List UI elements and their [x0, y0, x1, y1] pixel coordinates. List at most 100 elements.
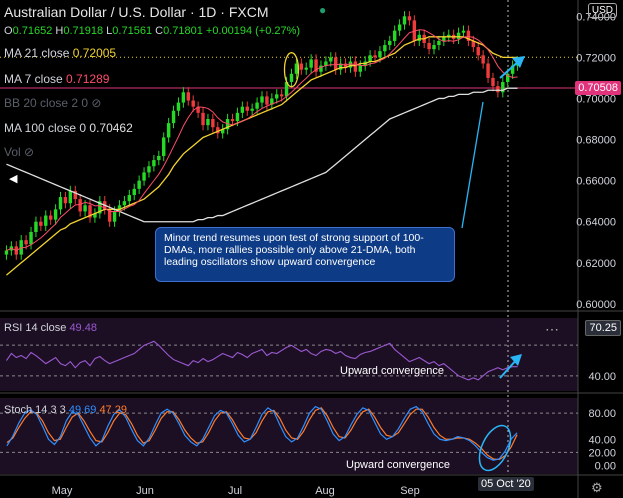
candle-body: [19, 240, 23, 255]
ma7-line: [6, 29, 518, 252]
candle-body: [432, 45, 436, 50]
rsi-line: [6, 340, 518, 381]
rsi-arrowhead: [510, 354, 522, 366]
ma100-label: MA 100 close 0: [4, 121, 87, 135]
stoch-d-line: [6, 407, 518, 461]
ma100-legend[interactable]: MA 100 close 0 0.70462: [4, 121, 133, 135]
stoch-label: Stoch 14 3 3: [4, 404, 66, 416]
candle-body: [29, 231, 33, 245]
eye-hidden-icon[interactable]: ⊘: [91, 96, 102, 110]
candle-body: [447, 34, 451, 37]
candle-body: [176, 102, 181, 111]
rsi-legend[interactable]: RSI 14 close 49.48: [4, 322, 97, 334]
stoch-d-value: 47.29: [99, 404, 127, 416]
candle-body: [88, 205, 92, 218]
analysis-note: Minor trend resumes upon test of strong …: [155, 227, 455, 282]
candle-body: [127, 195, 132, 202]
candle-body: [309, 59, 313, 68]
ma7-value: 0.71289: [66, 72, 110, 86]
stoch-tick-label: 20.00: [588, 447, 616, 459]
candle-body: [73, 190, 77, 200]
ohlc-close-key: C: [155, 25, 164, 37]
collapse-arrow-icon[interactable]: ◀: [9, 173, 18, 185]
candle-body: [78, 199, 82, 212]
bb-label: BB 20 close 2 0: [4, 96, 89, 110]
candle-body: [161, 137, 166, 156]
date-tick-label: Sep: [400, 485, 420, 497]
candle-body: [201, 112, 205, 126]
ma7-label: MA 7 close: [4, 72, 63, 86]
eye-hidden-icon[interactable]: ⊘: [24, 145, 35, 159]
ma100-line: [6, 87, 518, 223]
stoch-tick-label: 40.00: [588, 434, 616, 446]
ma100-value: 0.70462: [89, 121, 133, 135]
candle-body: [437, 40, 441, 46]
candle-body: [24, 240, 28, 245]
date-tick-label: Aug: [315, 485, 335, 497]
stoch-tick-label: 80.00: [588, 408, 616, 420]
rsi-annotation: Upward convergence: [340, 365, 444, 377]
candle-body: [417, 34, 421, 41]
candle-body: [117, 205, 122, 212]
candle-body: [107, 209, 112, 222]
candle-body: [147, 166, 151, 173]
candle-body: [157, 155, 161, 161]
candle-body: [181, 92, 186, 103]
stoch-tick-label: 0.00: [595, 460, 616, 472]
ma7-legend[interactable]: MA 7 close 0.71289: [4, 72, 109, 86]
vol-legend[interactable]: Vol ⊘: [4, 145, 34, 159]
candle-body: [142, 172, 146, 181]
ohlc-change-value: +0.00194 (+0.27%): [205, 25, 301, 37]
currency-badge[interactable]: USD: [587, 3, 617, 18]
more-icon[interactable]: ⋯: [545, 321, 559, 337]
ma21-legend[interactable]: MA 21 close 0.72005: [4, 46, 116, 60]
candle-body: [383, 45, 387, 52]
candle-body: [83, 205, 87, 212]
stoch-k-line: [6, 405, 518, 461]
candle-body: [373, 55, 377, 58]
stoch-highlight-ellipse: [478, 424, 512, 472]
highlight-ellipse: [283, 52, 300, 88]
candle-body: [294, 63, 299, 74]
candle-body: [368, 55, 372, 62]
candle-body: [68, 190, 73, 204]
candle-body: [206, 118, 210, 126]
candle-body: [230, 118, 235, 122]
candle-body: [481, 55, 485, 64]
ma21-line: [6, 36, 518, 276]
ohlc-high-value: 0.71918: [63, 25, 104, 37]
candle-body: [388, 40, 392, 46]
candle-body: [152, 160, 156, 167]
candle-body: [486, 63, 490, 78]
market-status-icon[interactable]: ●: [319, 3, 327, 17]
candle-body: [284, 82, 289, 97]
trend-arrowhead: [512, 56, 525, 68]
ohlc-low-value: 0.71561: [112, 25, 153, 37]
ohlc-open-key: O: [4, 25, 13, 37]
ma21-label: MA 21 close: [4, 46, 70, 60]
date-tick-label: May: [52, 485, 73, 497]
candle-body: [324, 61, 328, 66]
candle-body: [132, 188, 136, 196]
candle-body: [304, 67, 308, 70]
date-tag: 05 Oct '20: [478, 477, 534, 491]
candle-body: [299, 63, 304, 70]
candle-body: [466, 30, 471, 41]
candle-body: [235, 112, 240, 122]
callout-pointer: [461, 101, 484, 229]
price-tick-label: 0.70000: [576, 93, 616, 105]
candle-body: [407, 16, 412, 21]
candle-body: [471, 40, 476, 48]
candle-body: [98, 201, 102, 214]
stoch-k-value: 49.69: [68, 404, 97, 416]
settings-gear-icon[interactable]: ⚙: [591, 480, 603, 495]
bb-legend[interactable]: BB 20 close 2 0 ⊘: [4, 96, 101, 110]
candle-body: [338, 63, 343, 70]
ohlc-low-key: L: [106, 25, 113, 37]
candle-body: [265, 96, 269, 105]
stoch-legend[interactable]: Stoch 14 3 3 49.69 47.29: [4, 404, 127, 416]
price-tag: 0.70508: [575, 81, 621, 95]
stoch-annotation: Upward convergence: [346, 459, 450, 471]
ohlc-close-value: 0.71801: [163, 25, 203, 37]
